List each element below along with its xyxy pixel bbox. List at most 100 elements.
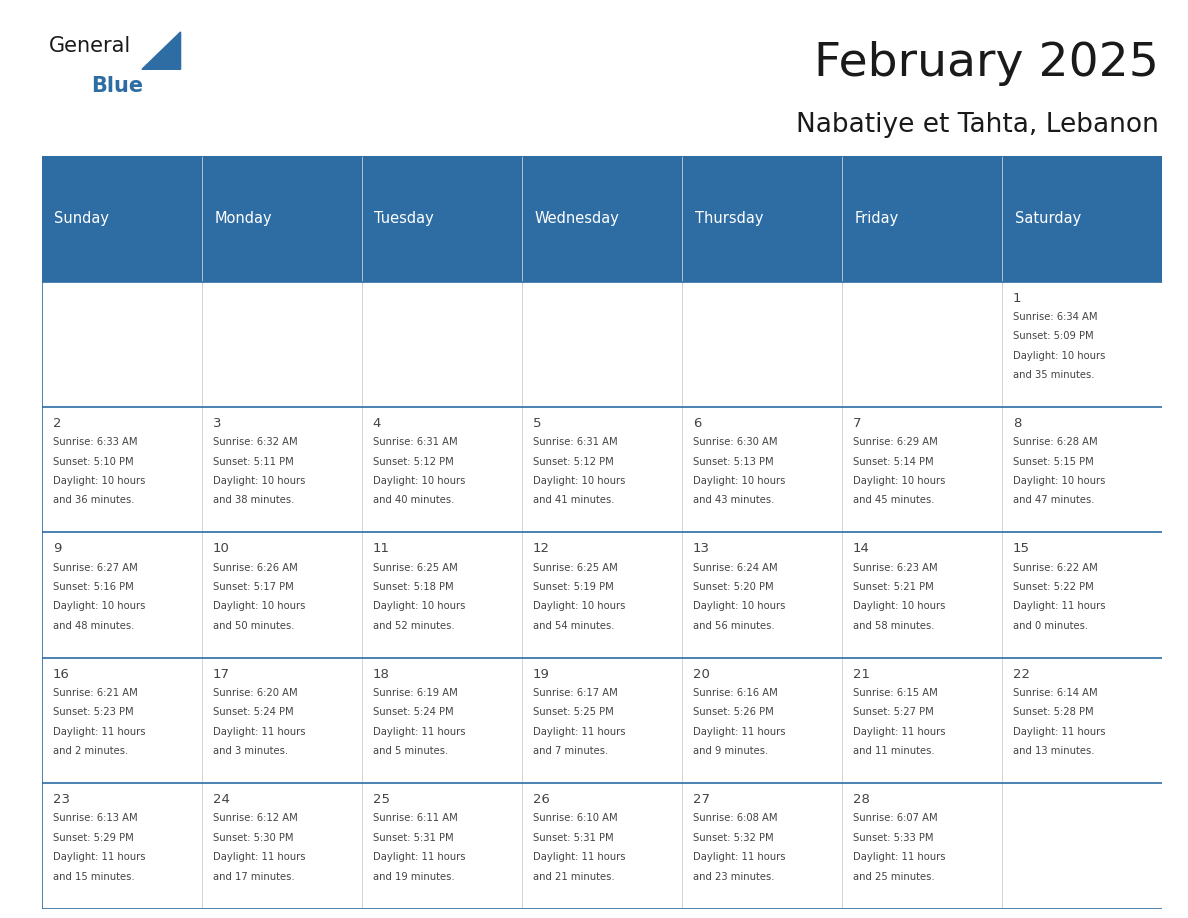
Text: 12: 12 — [533, 543, 550, 555]
Text: Sunrise: 6:26 AM: Sunrise: 6:26 AM — [213, 563, 297, 573]
Text: and 5 minutes.: and 5 minutes. — [373, 746, 448, 756]
Text: and 7 minutes.: and 7 minutes. — [533, 746, 608, 756]
Text: 5: 5 — [533, 417, 542, 430]
Bar — [682, 783, 842, 909]
Text: and 41 minutes.: and 41 minutes. — [533, 496, 614, 506]
Bar — [202, 783, 361, 909]
Text: Sunrise: 6:21 AM: Sunrise: 6:21 AM — [52, 688, 138, 698]
Text: Sunset: 5:32 PM: Sunset: 5:32 PM — [693, 833, 773, 843]
Text: Daylight: 10 hours: Daylight: 10 hours — [213, 476, 305, 486]
Text: Daylight: 10 hours: Daylight: 10 hours — [373, 601, 466, 611]
Text: and 3 minutes.: and 3 minutes. — [213, 746, 287, 756]
Text: Daylight: 10 hours: Daylight: 10 hours — [693, 601, 785, 611]
Text: Daylight: 10 hours: Daylight: 10 hours — [853, 601, 946, 611]
Text: Sunset: 5:18 PM: Sunset: 5:18 PM — [373, 582, 454, 592]
Text: Sunset: 5:27 PM: Sunset: 5:27 PM — [853, 708, 934, 718]
Text: 16: 16 — [52, 668, 70, 681]
Text: 6: 6 — [693, 417, 701, 430]
Text: Daylight: 11 hours: Daylight: 11 hours — [373, 727, 466, 737]
Text: 9: 9 — [52, 543, 61, 555]
Text: Sunrise: 6:34 AM: Sunrise: 6:34 AM — [1013, 311, 1098, 321]
Text: Sunrise: 6:25 AM: Sunrise: 6:25 AM — [533, 563, 618, 573]
Text: 21: 21 — [853, 668, 870, 681]
Text: Sunrise: 6:12 AM: Sunrise: 6:12 AM — [213, 813, 297, 823]
Text: Sunset: 5:09 PM: Sunset: 5:09 PM — [1013, 331, 1094, 341]
Text: Sunrise: 6:29 AM: Sunrise: 6:29 AM — [853, 437, 937, 447]
Bar — [842, 156, 1001, 282]
Text: Daylight: 11 hours: Daylight: 11 hours — [693, 852, 785, 862]
Text: and 21 minutes.: and 21 minutes. — [533, 872, 614, 882]
Text: Daylight: 11 hours: Daylight: 11 hours — [853, 852, 946, 862]
Text: Sunset: 5:26 PM: Sunset: 5:26 PM — [693, 708, 773, 718]
Text: and 48 minutes.: and 48 minutes. — [52, 621, 134, 631]
Text: Daylight: 10 hours: Daylight: 10 hours — [1013, 476, 1105, 486]
Text: Daylight: 11 hours: Daylight: 11 hours — [52, 727, 145, 737]
Text: Daylight: 10 hours: Daylight: 10 hours — [533, 476, 625, 486]
Text: Daylight: 10 hours: Daylight: 10 hours — [1013, 351, 1105, 361]
Text: 19: 19 — [533, 668, 550, 681]
Text: 8: 8 — [1013, 417, 1022, 430]
Text: 26: 26 — [533, 793, 550, 806]
Bar — [202, 532, 361, 658]
Text: Daylight: 10 hours: Daylight: 10 hours — [373, 476, 466, 486]
Text: Sunset: 5:22 PM: Sunset: 5:22 PM — [1013, 582, 1094, 592]
Text: and 25 minutes.: and 25 minutes. — [853, 872, 935, 882]
Text: Sunrise: 6:25 AM: Sunrise: 6:25 AM — [373, 563, 457, 573]
Text: Daylight: 10 hours: Daylight: 10 hours — [533, 601, 625, 611]
Text: Sunset: 5:10 PM: Sunset: 5:10 PM — [52, 456, 133, 466]
Text: 28: 28 — [853, 793, 870, 806]
Text: 24: 24 — [213, 793, 229, 806]
Text: General: General — [50, 36, 132, 56]
Text: and 11 minutes.: and 11 minutes. — [853, 746, 935, 756]
Text: 1: 1 — [1013, 292, 1022, 305]
Text: Monday: Monday — [214, 211, 272, 227]
Text: Daylight: 11 hours: Daylight: 11 hours — [213, 727, 305, 737]
Text: Sunrise: 6:31 AM: Sunrise: 6:31 AM — [533, 437, 618, 447]
Text: Sunset: 5:29 PM: Sunset: 5:29 PM — [52, 833, 133, 843]
Text: Sunrise: 6:17 AM: Sunrise: 6:17 AM — [533, 688, 618, 698]
Text: and 2 minutes.: and 2 minutes. — [52, 746, 128, 756]
Text: and 19 minutes.: and 19 minutes. — [373, 872, 455, 882]
Bar — [42, 282, 202, 407]
Text: Sunset: 5:16 PM: Sunset: 5:16 PM — [52, 582, 133, 592]
Text: 14: 14 — [853, 543, 870, 555]
Text: February 2025: February 2025 — [814, 41, 1158, 86]
Bar — [522, 156, 682, 282]
Bar — [1001, 658, 1162, 783]
Text: Daylight: 10 hours: Daylight: 10 hours — [52, 601, 145, 611]
Bar — [361, 282, 522, 407]
Text: Sunrise: 6:14 AM: Sunrise: 6:14 AM — [1013, 688, 1098, 698]
Text: Sunrise: 6:16 AM: Sunrise: 6:16 AM — [693, 688, 778, 698]
Text: Sunrise: 6:08 AM: Sunrise: 6:08 AM — [693, 813, 777, 823]
Bar — [202, 407, 361, 532]
Bar — [522, 532, 682, 658]
Bar — [202, 658, 361, 783]
Text: Wednesday: Wednesday — [535, 211, 619, 227]
Bar — [42, 156, 202, 282]
Text: Sunrise: 6:11 AM: Sunrise: 6:11 AM — [373, 813, 457, 823]
Bar — [842, 407, 1001, 532]
Text: Saturday: Saturday — [1015, 211, 1081, 227]
Text: 25: 25 — [373, 793, 390, 806]
Text: Daylight: 11 hours: Daylight: 11 hours — [1013, 601, 1106, 611]
Text: Sunset: 5:19 PM: Sunset: 5:19 PM — [533, 582, 614, 592]
Text: 18: 18 — [373, 668, 390, 681]
Bar — [682, 282, 842, 407]
Text: 2: 2 — [52, 417, 62, 430]
Text: Sunrise: 6:31 AM: Sunrise: 6:31 AM — [373, 437, 457, 447]
Text: 11: 11 — [373, 543, 390, 555]
Text: Sunset: 5:11 PM: Sunset: 5:11 PM — [213, 456, 293, 466]
Text: and 56 minutes.: and 56 minutes. — [693, 621, 775, 631]
Text: and 52 minutes.: and 52 minutes. — [373, 621, 455, 631]
Text: and 40 minutes.: and 40 minutes. — [373, 496, 454, 506]
Text: Sunset: 5:17 PM: Sunset: 5:17 PM — [213, 582, 293, 592]
Text: Daylight: 11 hours: Daylight: 11 hours — [533, 852, 625, 862]
Text: Sunrise: 6:19 AM: Sunrise: 6:19 AM — [373, 688, 457, 698]
Bar — [522, 658, 682, 783]
Bar — [361, 532, 522, 658]
Text: Sunset: 5:30 PM: Sunset: 5:30 PM — [213, 833, 293, 843]
Text: Sunrise: 6:24 AM: Sunrise: 6:24 AM — [693, 563, 778, 573]
Text: Daylight: 10 hours: Daylight: 10 hours — [52, 476, 145, 486]
Bar — [682, 156, 842, 282]
Text: and 35 minutes.: and 35 minutes. — [1013, 370, 1094, 380]
